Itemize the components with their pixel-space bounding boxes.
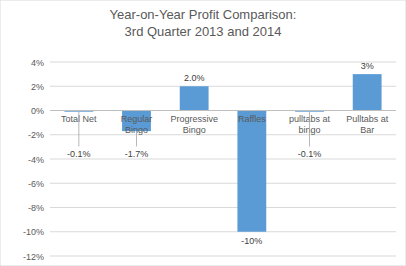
chart: Year-on-Year Profit Comparison: 3rd Quart…: [0, 0, 406, 266]
grid-line: [50, 183, 396, 184]
x-tick-label-line: Pulltabs at: [346, 114, 389, 124]
grid-line: [50, 256, 396, 257]
grid-line: [50, 207, 396, 208]
data-label: 2.0%: [184, 73, 205, 83]
leader-line: [309, 112, 310, 147]
x-tick-label: Raffles: [238, 114, 266, 124]
bar: [353, 74, 382, 110]
y-tick-label: -6%: [28, 179, 44, 189]
data-label: 3%: [361, 61, 374, 71]
leader-line: [136, 131, 137, 146]
y-tick-label: 0%: [31, 106, 44, 116]
bar: [180, 86, 209, 110]
data-label: -1.7%: [125, 149, 149, 159]
x-tick-label-line: Bar: [360, 125, 374, 135]
y-tick-label: -2%: [28, 130, 44, 140]
y-tick-label: 2%: [31, 82, 44, 92]
grid-line: [50, 62, 396, 63]
background: [0, 0, 406, 266]
y-tick-label: -4%: [28, 155, 44, 165]
subtitle: 3rd Quarter 2013 and 2014: [125, 24, 282, 39]
title: Year-on-Year Profit Comparison:: [110, 7, 297, 22]
y-tick-label: 4%: [31, 58, 44, 68]
data-label: -10%: [241, 236, 262, 246]
grid-line: [50, 231, 396, 232]
y-tick-label: -12%: [23, 252, 44, 262]
leader-line: [78, 112, 79, 147]
y-tick-label: -8%: [28, 203, 44, 213]
grid-line: [50, 86, 396, 87]
page: {"chart_data": {"type": "bar", "title": …: [0, 0, 406, 266]
x-tick-label-line: Bingo: [183, 125, 206, 135]
x-tick-label: Pulltabs atBar: [346, 114, 389, 135]
x-tick-label-line: Raffles: [238, 114, 266, 124]
bars: [64, 74, 381, 232]
data-label: -0.1%: [298, 149, 322, 159]
zero-axis: [50, 110, 396, 111]
x-tick-label-line: Regular: [121, 114, 153, 124]
bar: [237, 111, 266, 232]
x-tick-label: ProgressiveBingo: [170, 114, 218, 135]
x-tick-label-line: Progressive: [170, 114, 218, 124]
y-tick-label: -10%: [23, 227, 44, 237]
grid-line: [50, 159, 396, 160]
data-label: -0.1%: [67, 149, 91, 159]
grid-line: [50, 110, 396, 111]
grid-line: [50, 134, 396, 135]
